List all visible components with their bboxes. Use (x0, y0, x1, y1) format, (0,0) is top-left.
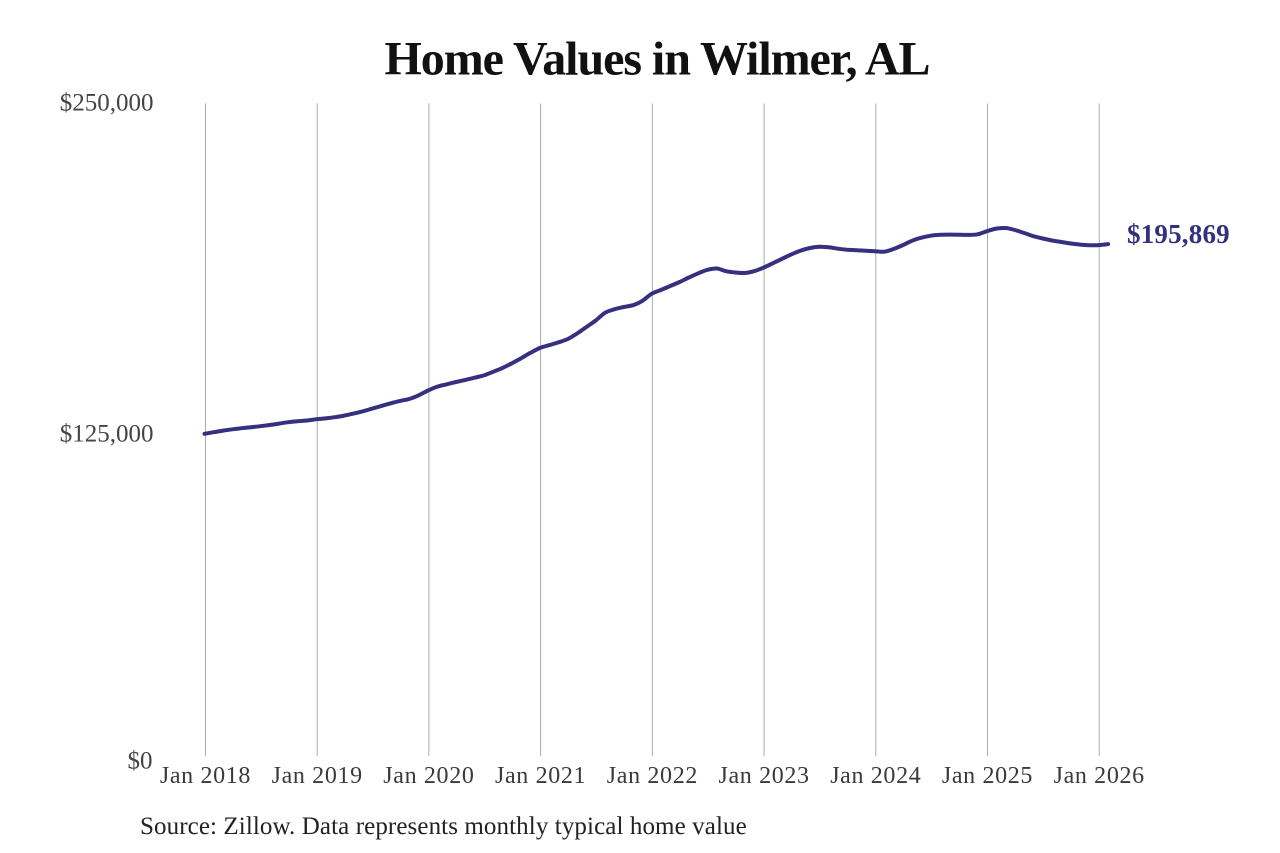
svg-text:Jan 2021: Jan 2021 (495, 763, 586, 789)
svg-text:Jan 2020: Jan 2020 (383, 763, 474, 789)
svg-text:Jan 2018: Jan 2018 (160, 763, 251, 789)
svg-text:Source: Zillow. Data represent: Source: Zillow. Data represents monthly … (140, 813, 747, 840)
svg-text:Jan 2025: Jan 2025 (942, 763, 1033, 789)
svg-text:Jan 2026: Jan 2026 (1054, 763, 1145, 789)
svg-text:$0: $0 (128, 748, 153, 775)
svg-text:$125,000: $125,000 (60, 421, 154, 448)
svg-text:$250,000: $250,000 (60, 90, 154, 117)
svg-text:Jan 2022: Jan 2022 (607, 763, 698, 789)
svg-text:Jan 2024: Jan 2024 (830, 763, 921, 789)
svg-text:Home Values in Wilmer, AL: Home Values in Wilmer, AL (385, 33, 930, 86)
svg-text:Jan 2019: Jan 2019 (272, 763, 363, 789)
svg-text:$195,869: $195,869 (1127, 219, 1230, 249)
svg-text:Jan 2023: Jan 2023 (718, 763, 809, 789)
